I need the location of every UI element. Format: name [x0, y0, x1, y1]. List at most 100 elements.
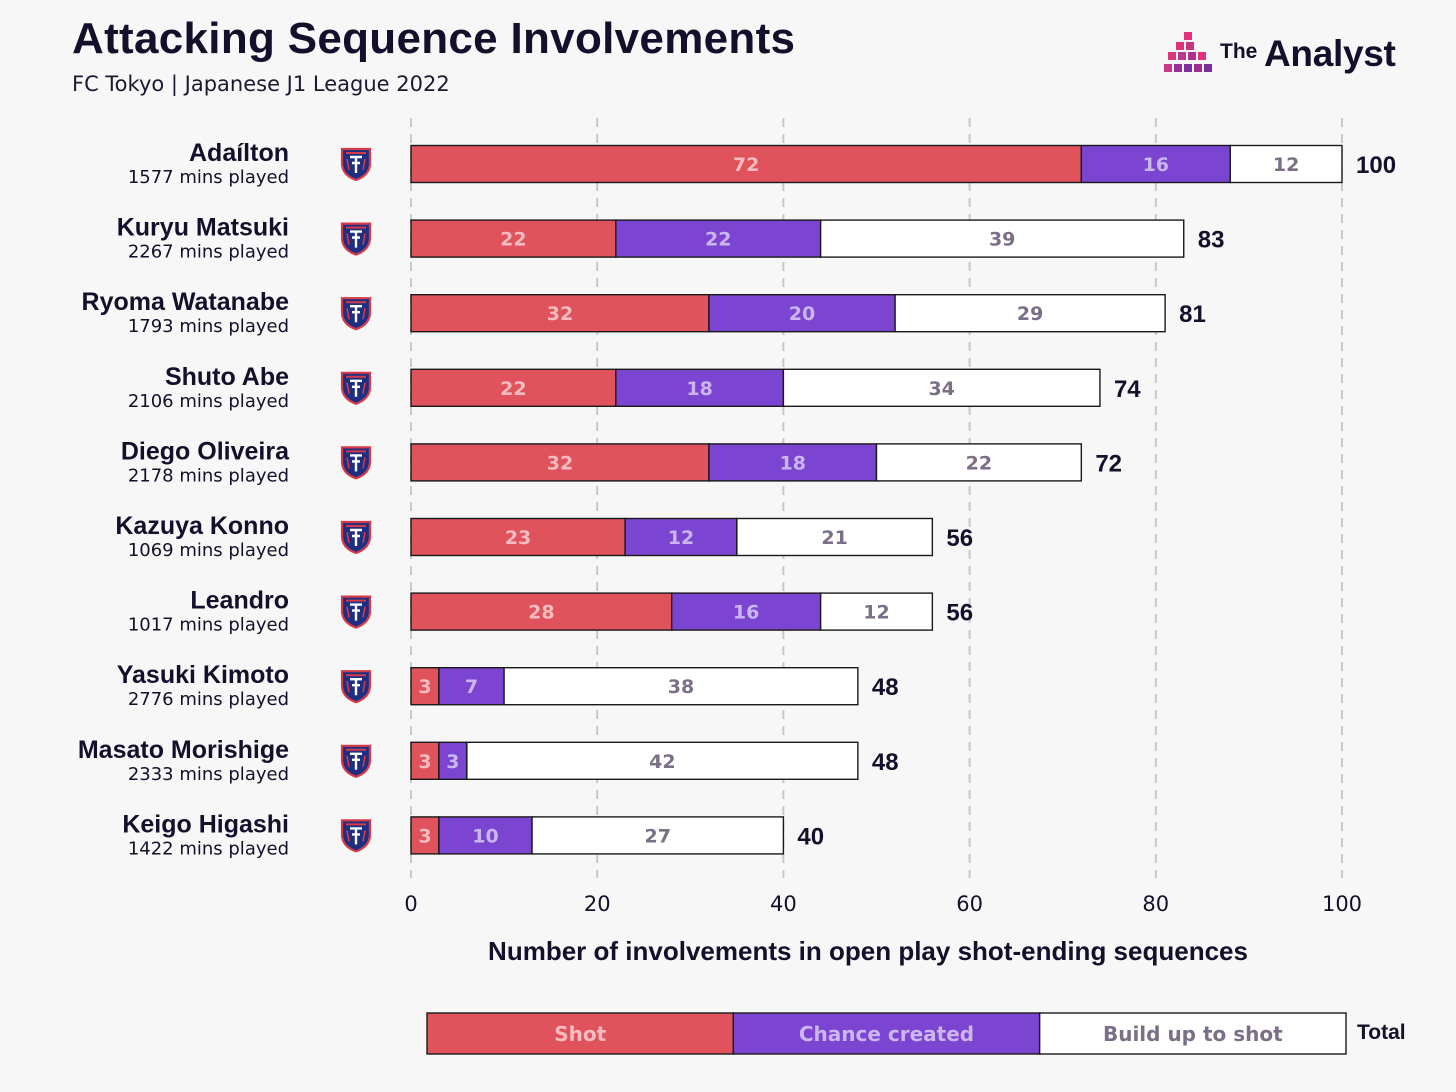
bar-segment-shot	[410, 667, 440, 706]
segment-value-label: 12	[863, 602, 889, 624]
player-name: Adaílton	[189, 139, 289, 167]
legend-total-label: Total	[1357, 1021, 1406, 1044]
bar-total-label: 72	[1095, 450, 1122, 477]
legend-label: Shot	[554, 1022, 606, 1046]
bar-total-label: 81	[1179, 301, 1206, 328]
bar-segment-shot	[410, 517, 626, 557]
the-analyst-logo-icon	[1164, 32, 1212, 72]
player-name: Ryoma Watanabe	[82, 288, 290, 316]
chart-subtitle: FC Tokyo | Japanese J1 League 2022	[72, 72, 450, 96]
segment-value-label: 22	[500, 378, 526, 400]
bar-segment-shot	[410, 368, 617, 407]
player-name: Kuryu Matsuki	[117, 214, 289, 242]
segment-value-label: 3	[418, 825, 431, 847]
bar-segment-shot	[410, 219, 617, 258]
legend-label: Chance created	[799, 1022, 974, 1046]
segment-value-label: 3	[418, 676, 431, 698]
player-minutes: 1422 mins played	[128, 838, 289, 859]
segment-value-label: 34	[928, 378, 954, 400]
segment-value-label: 3	[446, 751, 459, 773]
bar-segment-chance-created	[438, 741, 468, 780]
bar-segment-build-up	[819, 592, 934, 631]
bar-segment-build-up	[531, 816, 785, 855]
legend-swatch-shot	[426, 1012, 735, 1055]
brand-the-text: The	[1220, 40, 1258, 63]
bar-segment-build-up	[894, 294, 1166, 333]
segment-value-label: 38	[668, 676, 694, 698]
player-name: Kazuya Konno	[115, 512, 289, 540]
x-tick-label: 60	[956, 892, 983, 916]
segment-value-label: 21	[821, 527, 847, 549]
bar-segment-chance-created	[615, 219, 822, 258]
legend-label: Build up to shot	[1103, 1022, 1283, 1046]
player-minutes: 2267 mins played	[128, 242, 289, 263]
player-minutes: 1577 mins played	[128, 167, 289, 188]
bar-segment-shot	[410, 294, 710, 333]
x-tick-label: 100	[1322, 892, 1362, 916]
x-axis-label: Number of involvements in open play shot…	[488, 936, 1248, 966]
player-minutes: 2106 mins played	[128, 391, 289, 412]
bar-total-label: 48	[872, 674, 899, 701]
bar-total-label: 56	[946, 525, 973, 552]
bar-segment-chance-created	[708, 294, 896, 333]
bar-segment-shot	[410, 741, 440, 780]
fc-tokyo-crest-icon	[340, 670, 372, 704]
bar-segment-shot	[410, 592, 673, 631]
segment-value-label: 12	[668, 527, 694, 549]
fc-tokyo-crest-icon	[340, 446, 372, 480]
segment-value-label: 32	[547, 452, 573, 474]
x-tick-label: 0	[404, 892, 417, 916]
player-name: Masato Morishige	[78, 736, 289, 764]
x-tick-label: 20	[584, 892, 611, 916]
legend-swatch-build-up	[1038, 1012, 1347, 1055]
segment-value-label: 23	[505, 527, 531, 549]
bar-segment-build-up	[875, 443, 1083, 482]
bar-segment-build-up	[782, 368, 1101, 407]
segment-value-label: 39	[989, 229, 1015, 251]
player-name: Leandro	[190, 587, 289, 615]
bar-segment-build-up	[503, 667, 859, 706]
segment-value-label: 22	[966, 452, 992, 474]
segment-value-label: 20	[789, 303, 815, 325]
segment-value-label: 28	[528, 602, 554, 624]
x-tick-label: 80	[1142, 892, 1169, 916]
segment-value-label: 29	[1017, 303, 1043, 325]
player-name: Shuto Abe	[165, 363, 289, 391]
x-tick-label: 40	[770, 892, 797, 916]
player-minutes: 1017 mins played	[128, 615, 289, 636]
bar-segment-build-up	[466, 741, 859, 780]
bar-segment-chance-created	[1080, 144, 1231, 184]
segment-value-label: 22	[705, 229, 731, 251]
segment-value-label: 27	[644, 825, 670, 847]
brand-logo: The Analyst	[1162, 30, 1422, 82]
chart-title: Attacking Sequence Involvements	[72, 14, 796, 63]
segment-value-label: 16	[733, 602, 759, 624]
segment-value-label: 32	[547, 303, 573, 325]
segment-value-label: 18	[779, 452, 805, 474]
bar-total-label: 74	[1114, 376, 1141, 403]
bar-segment-shot	[410, 816, 440, 855]
player-minutes: 2776 mins played	[128, 689, 289, 710]
player-minutes: 2333 mins played	[128, 764, 289, 785]
fc-tokyo-crest-icon	[340, 147, 372, 182]
bar-segment-build-up	[819, 219, 1185, 258]
segment-value-label: 7	[465, 676, 478, 698]
fc-tokyo-crest-icon	[340, 744, 372, 778]
bar-total-label: 100	[1356, 152, 1396, 179]
bar-total-label: 56	[946, 600, 973, 627]
player-name: Yasuki Kimoto	[117, 661, 289, 689]
bar-total-label: 83	[1198, 227, 1225, 254]
segment-value-label: 10	[472, 825, 498, 847]
player-name: Keigo Higashi	[122, 810, 289, 838]
segment-value-label: 42	[649, 751, 675, 773]
segment-value-label: 18	[686, 378, 712, 400]
segment-value-label: 3	[418, 751, 431, 773]
fc-tokyo-crest-icon	[340, 222, 372, 256]
player-minutes: 1069 mins played	[128, 540, 289, 561]
segment-value-label: 22	[500, 229, 526, 251]
bar-total-label: 40	[797, 823, 824, 850]
fc-tokyo-crest-icon	[340, 819, 372, 853]
player-minutes: 1793 mins played	[128, 316, 289, 337]
segment-value-label: 16	[1143, 154, 1169, 176]
